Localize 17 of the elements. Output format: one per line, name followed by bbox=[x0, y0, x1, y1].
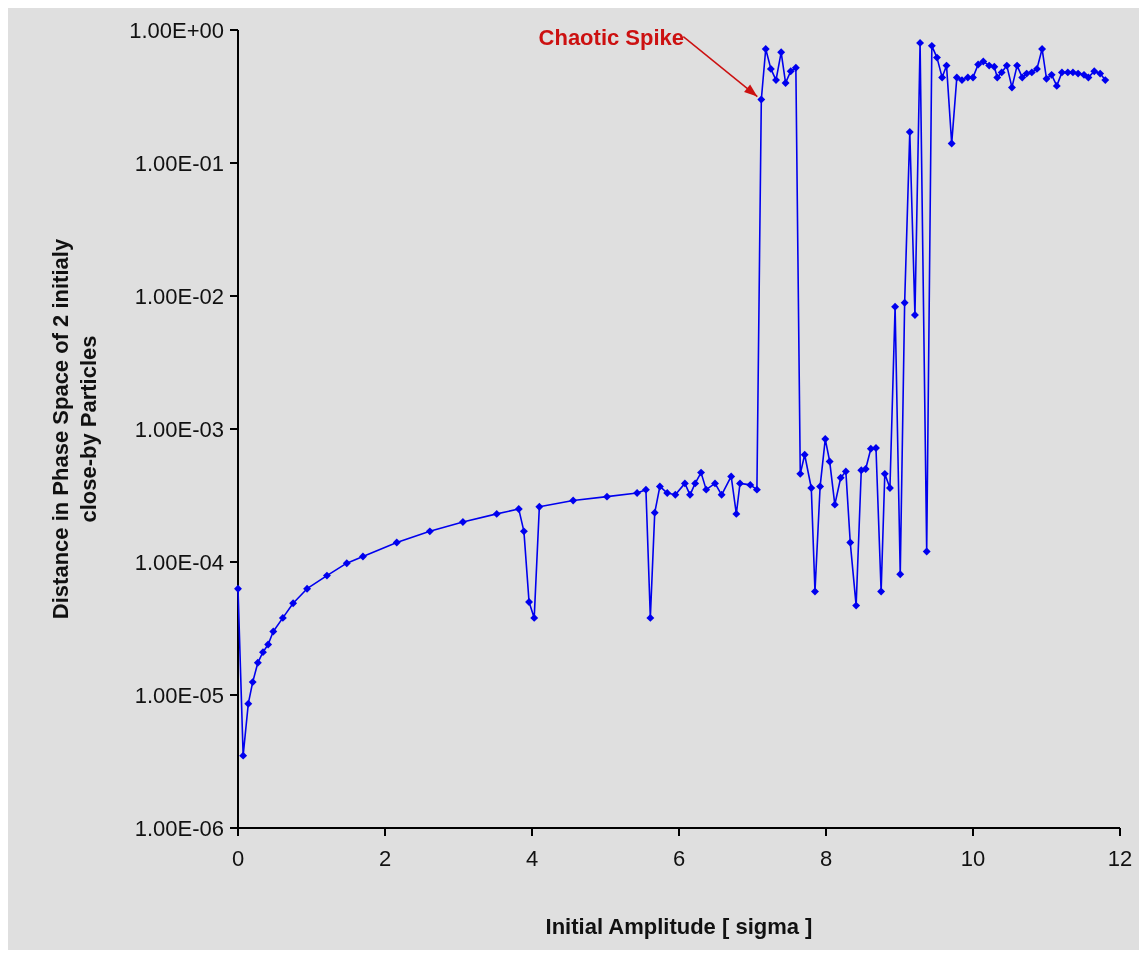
x-axis-title: Initial Amplitude [ sigma ] bbox=[545, 914, 813, 939]
y-axis-title: Distance in Phase Space of 2 initialy close-by Particles bbox=[48, 238, 101, 620]
x-tick-label: 4 bbox=[525, 846, 539, 871]
y-tick-label: 1.00E-02 bbox=[134, 283, 224, 309]
y-tick-label: 1.00E-05 bbox=[134, 682, 224, 708]
x-tick-label: 8 bbox=[819, 846, 833, 871]
x-tick-label: 0 bbox=[231, 846, 245, 871]
x-tick-label: 2 bbox=[378, 846, 392, 871]
x-tick-label: 12 bbox=[1107, 846, 1133, 871]
y-tick-label: 1.00E-01 bbox=[134, 150, 224, 176]
y-tick-label: 1.00E-04 bbox=[134, 549, 224, 575]
annotation: Chaotic Spike bbox=[538, 24, 685, 50]
y-tick-label: 1.00E+00 bbox=[129, 17, 224, 43]
x-tick-label: 10 bbox=[960, 846, 986, 871]
y-tick-label: 1.00E-06 bbox=[134, 815, 224, 841]
y-tick-label: 1.00E-03 bbox=[134, 416, 224, 442]
x-tick-label: 6 bbox=[672, 846, 686, 871]
